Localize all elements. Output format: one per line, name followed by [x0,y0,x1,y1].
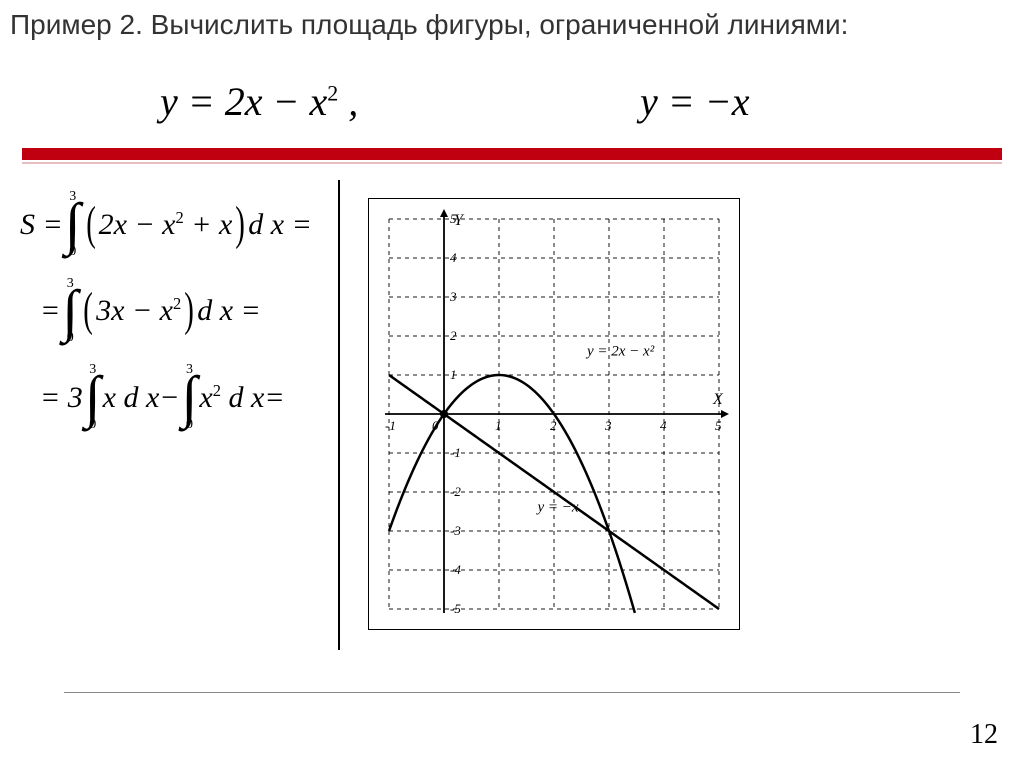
footer-divider [64,692,960,693]
svg-text:2: 2 [450,328,457,343]
svg-text:y = −x: y = −x [536,500,579,516]
divider [0,148,1024,164]
svg-text:5: 5 [715,418,722,433]
svg-text:-5: -5 [450,601,461,616]
chart-area: -112345-5-4-3-2-1123450XYy = 2x − x²y = … [338,180,760,650]
svg-text:1: 1 [450,367,457,382]
slide-title: Пример 2. Вычислить площадь фигуры, огра… [10,8,1014,42]
svg-text:2: 2 [550,418,557,433]
svg-text:-2: -2 [450,484,461,499]
svg-text:-4: -4 [450,562,461,577]
svg-text:3: 3 [449,289,457,304]
math-row-3: = 3 3 ∫ 0 x d x − 3 ∫ 0 x2 d x = [40,363,320,432]
svg-text:4: 4 [660,418,667,433]
equation-2: y = −x [640,78,750,125]
math-row-1: S = 3 ∫ 0 ( 2x − x2 + x ) d x = [20,190,320,259]
math-row-2: = 3 ∫ 0 ( 3x − x2 ) d x = [40,277,320,346]
svg-text:-1: -1 [385,418,396,433]
math-derivation: S = 3 ∫ 0 ( 2x − x2 + x ) d x = = 3 ∫ 0 … [20,190,320,450]
svg-text:-1: -1 [450,445,461,460]
svg-text:X: X [712,391,724,408]
svg-text:Y: Y [454,212,465,229]
svg-text:4: 4 [450,250,457,265]
equation-1: y = 2x − x2 , [160,78,358,125]
page-number: 12 [970,719,998,751]
chart-svg: -112345-5-4-3-2-1123450XYy = 2x − x²y = … [369,199,739,629]
svg-text:y = 2x − x²: y = 2x − x² [585,344,655,360]
svg-text:3: 3 [604,418,612,433]
svg-text:-3: -3 [450,523,461,538]
svg-text:1: 1 [495,418,502,433]
